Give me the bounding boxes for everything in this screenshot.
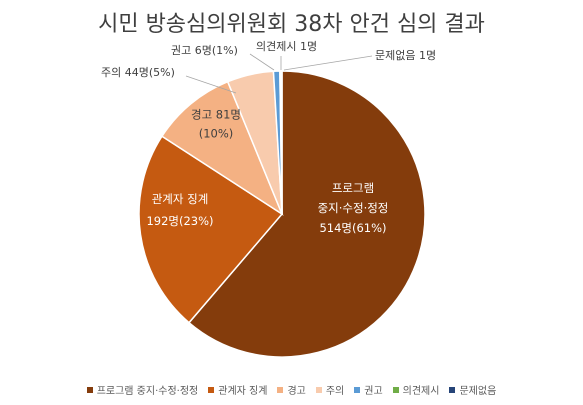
legend-label: 주의	[325, 386, 345, 397]
pie-slice-3	[160, 80, 284, 216]
legend-item-6: 의견제시	[392, 382, 440, 397]
slice-label-6: 의견제시 1명	[256, 40, 317, 53]
legend-label: 의견제시	[402, 386, 440, 397]
pie-slice-7	[280, 70, 283, 215]
chart-legend: 프로그램 중지·수정·정정 관계자 징계 경고 주의 권고 의견제시 문제없음	[0, 382, 583, 397]
legend-item-1: 프로그램 중지·수정·정정	[86, 382, 199, 397]
pie-slice-1	[187, 70, 426, 358]
legend-item-2: 관계자 징계	[208, 382, 267, 397]
chart-title: 시민 방송심의위원회 38차 안건 심의 결과	[98, 12, 485, 37]
legend-label: 프로그램 중지·수정·정정	[96, 386, 199, 397]
slice-label-1: 프로그램 중지·수정·정정 514명(61%)	[318, 181, 389, 235]
leader-lines	[185, 53, 373, 94]
slice-label-4: 주의 44명(5%)	[101, 66, 175, 79]
slice-label-3: 경고 81명 (10%)	[191, 108, 241, 141]
legend-label: 문제없음	[459, 386, 497, 397]
legend-swatch	[315, 386, 322, 393]
slice-label-2: 관계자 징계 192명(23%)	[146, 192, 213, 228]
legend-swatch	[86, 386, 93, 393]
legend-item-3: 경고	[277, 382, 306, 397]
slice-labels: 프로그램 중지·수정·정정 514명(61%) 관계자 징계 192명(23%) 경고 8…	[101, 40, 436, 235]
legend-label: 권고	[364, 386, 383, 397]
slice-label-5: 권고 6명(1%)	[171, 44, 238, 57]
legend-swatch	[449, 386, 456, 393]
pie-slices	[138, 70, 426, 358]
legend-item-7: 문제없음	[449, 382, 496, 397]
legend-label: 경고	[287, 386, 306, 397]
legend-swatch	[277, 386, 284, 393]
legend-swatch	[392, 386, 399, 393]
slice-label-7: 문제없음 1명	[375, 49, 436, 62]
pie-slice-2	[138, 135, 284, 324]
legend-item-5: 권고	[354, 382, 383, 397]
leader-line-7	[283, 55, 373, 71]
legend-swatch	[208, 386, 215, 393]
leader-line-4	[185, 75, 237, 94]
legend-item-4: 주의	[315, 382, 345, 397]
legend-label: 관계자 징계	[218, 386, 268, 397]
legend-swatch	[354, 386, 361, 393]
leader-line-5	[249, 53, 275, 71]
